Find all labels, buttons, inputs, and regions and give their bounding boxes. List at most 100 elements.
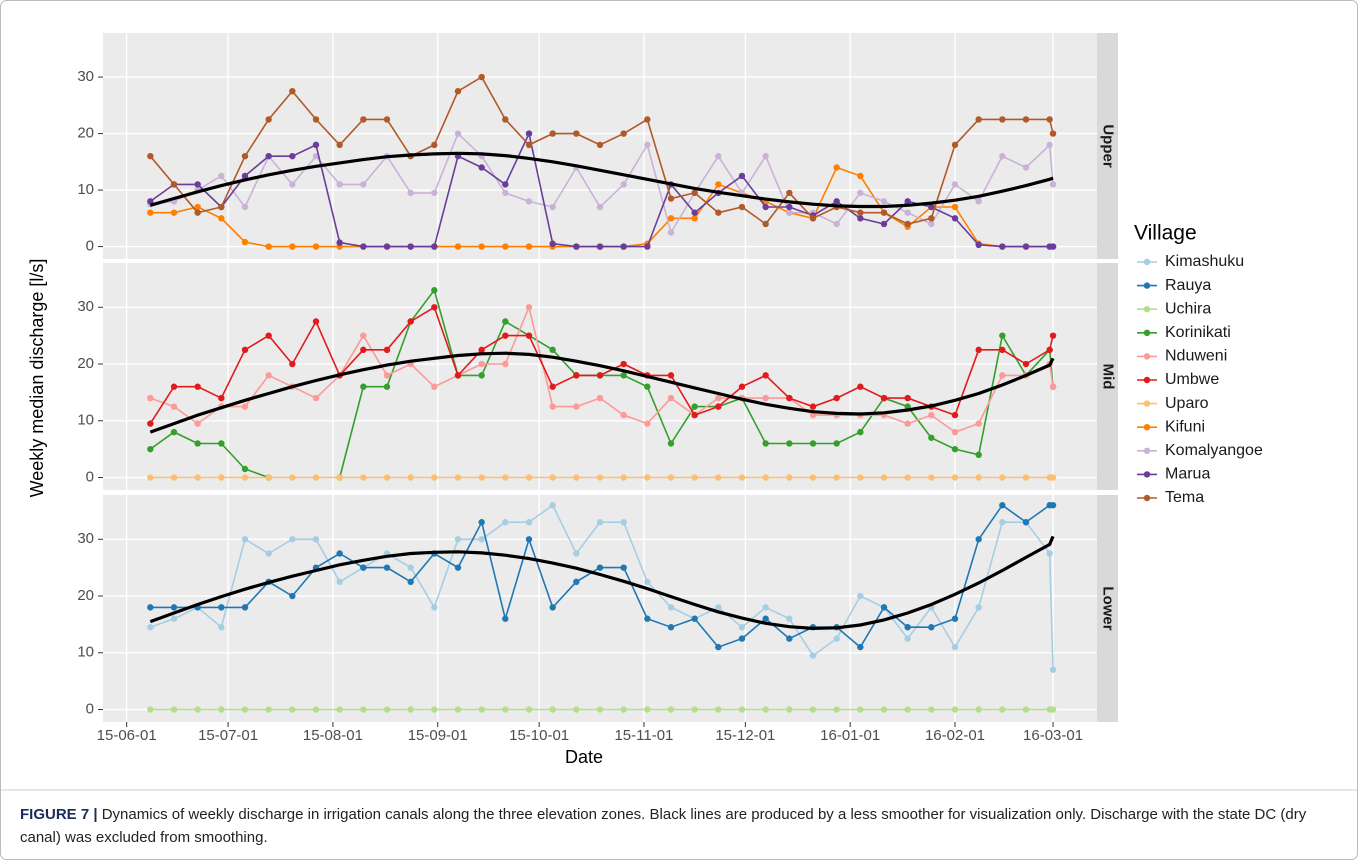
data-point (312, 116, 320, 123)
data-point (525, 304, 533, 311)
data-point (620, 474, 627, 481)
data-point (454, 87, 462, 95)
data-point (170, 615, 178, 622)
strip (1097, 263, 1118, 490)
data-point (786, 189, 793, 197)
data-point (951, 215, 959, 222)
data-point (360, 346, 367, 354)
data-point (360, 474, 367, 481)
data-point (241, 203, 249, 211)
data-point (644, 615, 651, 622)
data-point (1049, 383, 1057, 390)
legend-label: Kimashuku (1165, 253, 1244, 270)
data-point (691, 215, 698, 222)
series-line (150, 132, 1054, 235)
data-point (833, 706, 840, 713)
data-point (857, 592, 864, 600)
data-point (715, 604, 722, 611)
data-point (904, 635, 911, 642)
data-point (383, 346, 391, 354)
data-point (454, 564, 462, 571)
data-point (999, 243, 1006, 250)
data-point (549, 240, 556, 247)
data-point (549, 130, 556, 137)
data-point (312, 141, 320, 149)
data-point (786, 474, 793, 481)
x-axis-label: Date (565, 747, 603, 767)
data-point (1022, 243, 1030, 250)
data-point (951, 428, 959, 436)
data-point (999, 474, 1006, 481)
caption-label: FIGURE 7 | (20, 806, 98, 823)
data-point (312, 394, 320, 402)
data-point (147, 209, 154, 216)
data-point (383, 474, 391, 481)
data-point (715, 394, 722, 402)
data-point (667, 215, 675, 222)
data-point (478, 372, 485, 379)
data-point (715, 403, 722, 410)
legend-label: Komalyangoe (1165, 442, 1263, 459)
data-point (502, 360, 509, 368)
data-point (786, 440, 793, 447)
legend-marker (1143, 353, 1151, 360)
y-tick-label: 20 (77, 125, 94, 142)
data-point (289, 706, 296, 713)
data-point (1049, 666, 1057, 673)
data-point (928, 474, 935, 481)
data-point (360, 332, 367, 339)
data-point (620, 360, 627, 368)
data-point (1022, 519, 1030, 526)
legend-label: Korinikati (1165, 324, 1231, 341)
legend-marker (1143, 306, 1151, 313)
data-point (336, 474, 343, 481)
data-point (525, 130, 533, 137)
data-point (999, 116, 1006, 123)
data-point (762, 615, 769, 622)
data-point (999, 332, 1006, 339)
data-point (525, 474, 533, 481)
caption: FIGURE 7 | Dynamics of weekly discharge … (20, 803, 1310, 849)
data-point (502, 706, 509, 713)
data-point (194, 440, 201, 447)
data-point (620, 411, 627, 419)
data-point (809, 411, 817, 419)
data-point (738, 172, 746, 180)
data-point (667, 394, 675, 402)
data-point (762, 203, 769, 211)
panel-title: Lower (1100, 586, 1117, 630)
y-tick-label: 10 (77, 181, 94, 198)
data-point (454, 130, 462, 137)
data-point (360, 383, 367, 390)
data-point (454, 706, 462, 713)
data-point (265, 706, 272, 713)
data-point (265, 474, 272, 481)
data-point (502, 474, 509, 481)
data-point (265, 152, 272, 160)
data-point (265, 372, 272, 379)
data-point (241, 706, 249, 713)
data-point (809, 440, 817, 447)
data-point (857, 643, 864, 651)
data-point (691, 615, 698, 622)
caption-text: Dynamics of weekly discharge in irrigati… (20, 806, 1307, 846)
x-tick-label: 15-12-01 (715, 727, 775, 744)
data-point (170, 428, 178, 436)
x-tick-label: 15-08-01 (303, 727, 363, 744)
data-point (525, 519, 533, 526)
data-point (667, 474, 675, 481)
data-point (620, 519, 627, 526)
data-point (289, 181, 296, 188)
data-point (289, 152, 296, 160)
data-point (667, 604, 675, 611)
data-point (620, 706, 627, 713)
data-point (691, 706, 698, 713)
data-point (147, 152, 154, 160)
x-tick-label: 16-02-01 (925, 727, 985, 744)
y-tick-label: 0 (86, 468, 94, 485)
data-point (880, 394, 888, 402)
legend-marker (1143, 447, 1151, 454)
data-point (549, 502, 556, 509)
